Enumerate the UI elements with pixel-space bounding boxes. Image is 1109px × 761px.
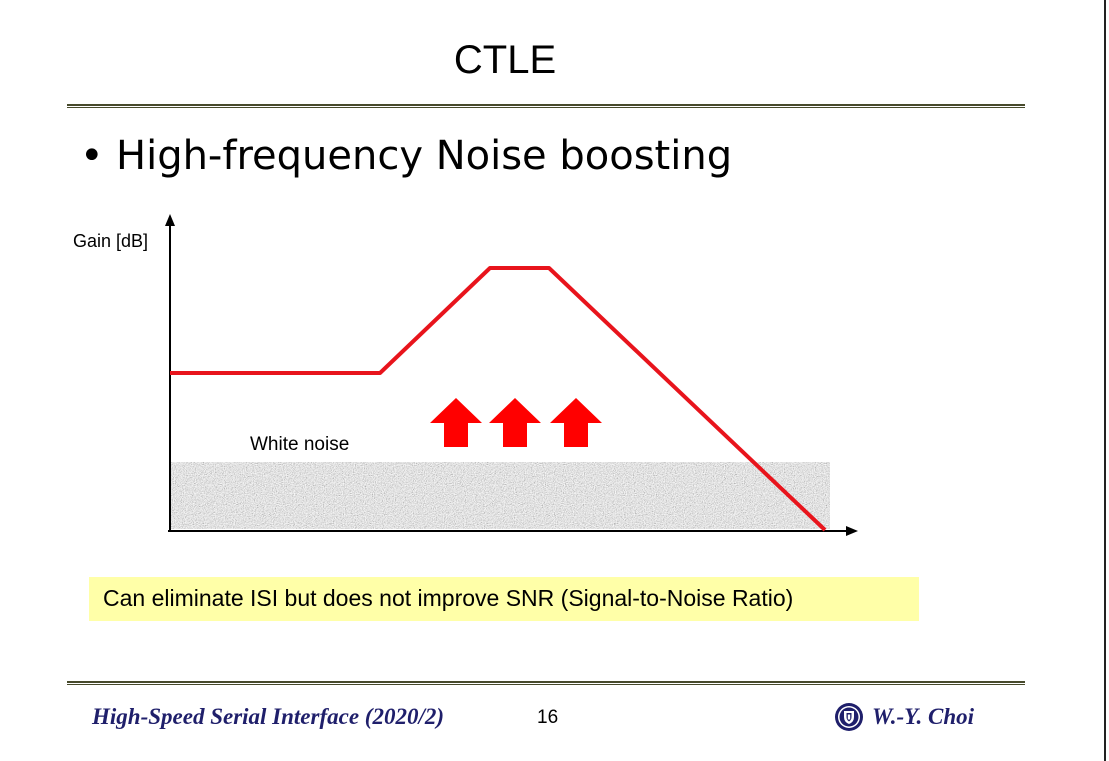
highlight-note: Can eliminate ISI but does not improve S… [89, 577, 919, 621]
boost-arrow-icon [430, 398, 482, 447]
y-axis-label: Gain [dB] [73, 231, 149, 251]
boost-arrow-icon [550, 398, 602, 447]
slide-title: CTLE [453, 38, 557, 82]
course-title: High-Speed Serial Interface (2020/2) [92, 704, 444, 729]
white-noise-floor [170, 462, 830, 529]
title-divider [67, 104, 1025, 108]
bullet-text: High-frequency Noise boosting [116, 133, 733, 179]
page-number: 16 [537, 707, 559, 728]
x-axis-arrowhead [846, 526, 858, 536]
ctle-gain-curve [170, 266, 827, 532]
bullet-item: • High-frequency Noise boosting [80, 133, 732, 179]
university-seal-icon [835, 703, 863, 731]
boost-arrow-icon [489, 398, 541, 447]
footer-author-block: W.-Y. Choi [834, 702, 974, 732]
footer-divider [67, 681, 1025, 685]
bullet-marker: • [80, 133, 104, 179]
author-name: W.-Y. Choi [872, 704, 975, 729]
white-noise-label: White noise [250, 434, 350, 455]
y-axis-arrowhead [165, 214, 175, 226]
slide-edge [1104, 0, 1106, 761]
